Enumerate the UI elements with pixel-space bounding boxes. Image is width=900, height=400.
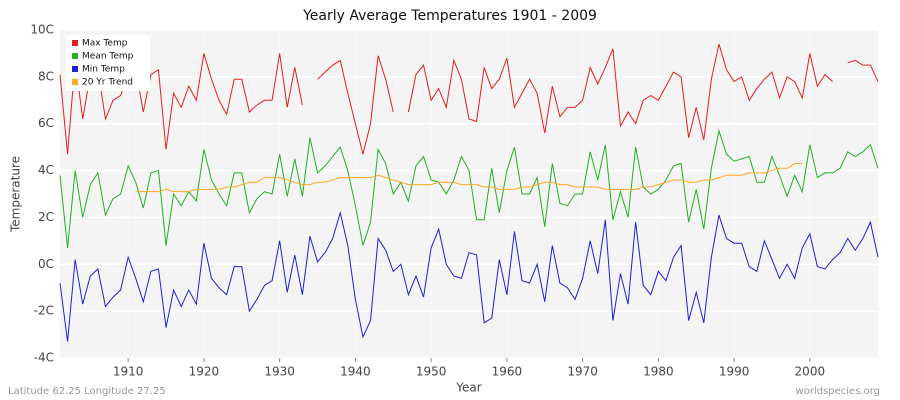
- chart-title: Yearly Average Temperatures 1901 - 2009: [302, 8, 597, 24]
- legend-label: Max Temp: [82, 39, 128, 49]
- data-line: [135, 163, 803, 193]
- data-line: [847, 59, 879, 82]
- legend-swatch: [72, 79, 78, 85]
- y-tick-label: 2C: [38, 210, 54, 224]
- legend-box: [66, 35, 150, 91]
- y-tick-label: 4C: [38, 163, 54, 177]
- footer-right: worldspecies.org: [796, 386, 880, 397]
- x-tick-label: 1960: [492, 365, 523, 379]
- legend-label: Min Temp: [82, 65, 125, 75]
- legend-swatch: [72, 53, 78, 59]
- data-line: [59, 210, 879, 342]
- legend-label: 20 Yr Trend: [82, 78, 133, 88]
- data-line: [59, 128, 879, 248]
- data-line: [317, 55, 394, 155]
- x-tick-label: 1980: [643, 365, 674, 379]
- footer-left: Latitude 62.25 Longitude 27.25: [8, 386, 166, 397]
- data-line: [407, 43, 833, 141]
- y-axis-label: Temperature: [9, 156, 23, 233]
- legend-label: Mean Temp: [82, 52, 134, 62]
- y-tick-label: -2C: [34, 304, 54, 318]
- x-tick-label: 1990: [719, 365, 750, 379]
- x-tick-label: 1970: [567, 365, 598, 379]
- y-tick-label: 8C: [38, 69, 54, 83]
- plot-background: [60, 30, 878, 358]
- y-tick-label: 10C: [30, 23, 54, 37]
- x-tick-label: 1950: [416, 365, 447, 379]
- y-tick-label: 6C: [38, 116, 54, 130]
- legend-swatch: [72, 40, 78, 46]
- y-tick-label: 0C: [38, 257, 54, 271]
- legend-swatch: [72, 66, 78, 72]
- x-tick-label: 1910: [113, 365, 144, 379]
- x-tick-label: 1940: [340, 365, 371, 379]
- x-tick-label: 2000: [795, 365, 826, 379]
- x-tick-label: 1930: [264, 365, 295, 379]
- x-tick-label: 1920: [189, 365, 220, 379]
- x-axis-label: Year: [455, 381, 481, 395]
- y-tick-label: -4C: [34, 351, 54, 365]
